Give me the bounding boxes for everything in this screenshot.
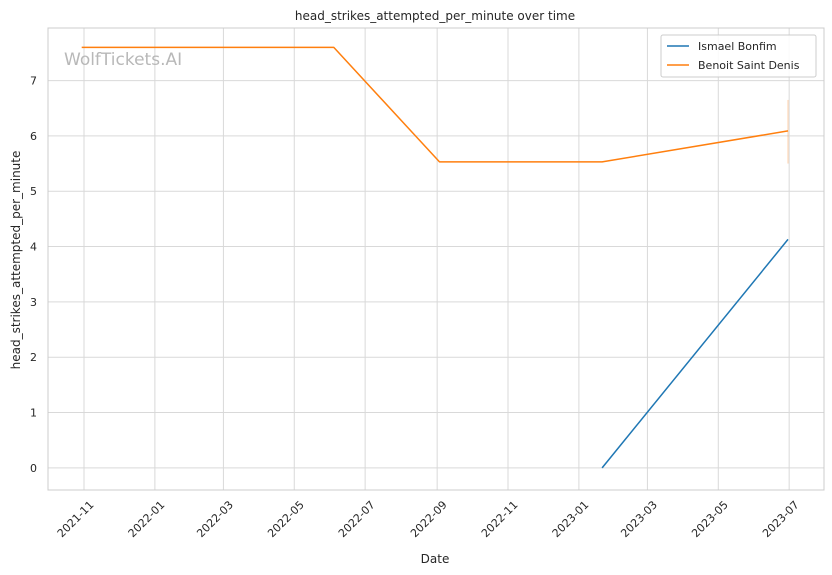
y-tick-label: 4	[30, 241, 37, 254]
y-tick-label: 7	[30, 75, 37, 88]
y-tick-label: 1	[30, 407, 37, 420]
legend-label: Ismael Bonfim	[698, 40, 777, 53]
legend-label: Benoit Saint Denis	[698, 59, 800, 72]
chart-title: head_strikes_attempted_per_minute over t…	[295, 9, 575, 23]
series-group	[81, 46, 789, 469]
y-axis-title: head_strikes_attempted_per_minute	[9, 151, 23, 370]
y-tick-label: 5	[30, 185, 37, 198]
plot-area-frame	[47, 27, 825, 491]
legend: Ismael Bonfim Benoit Saint Denis	[660, 34, 817, 78]
y-tick-label: 0	[30, 462, 37, 475]
x-axis-title: Date	[421, 552, 450, 566]
y-tick-label: 2	[30, 351, 37, 364]
grid	[48, 28, 824, 490]
legend-box	[660, 34, 817, 78]
y-tick-label: 3	[30, 296, 37, 309]
series-line-0	[601, 238, 789, 469]
series-line-1	[81, 46, 789, 163]
watermark: WolfTickets.AI	[64, 50, 182, 70]
y-tick-label: 6	[30, 130, 37, 143]
